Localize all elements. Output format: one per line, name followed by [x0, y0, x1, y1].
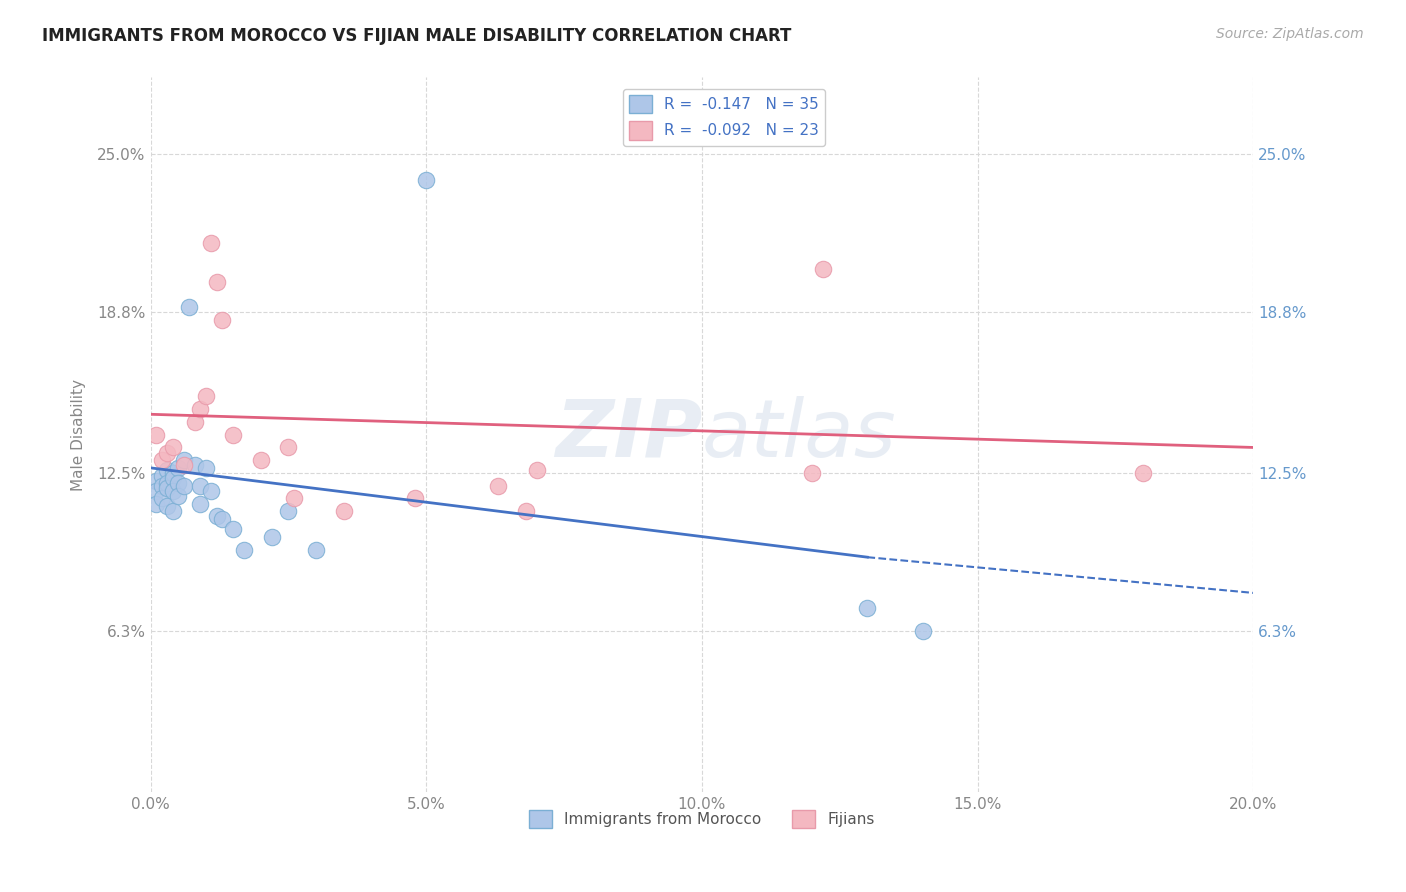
Point	[173, 453, 195, 467]
Point	[305, 542, 328, 557]
Point	[162, 466, 184, 480]
Point	[526, 463, 548, 477]
Point	[150, 491, 173, 506]
Point	[222, 522, 245, 536]
Point	[156, 476, 179, 491]
Point	[911, 624, 934, 639]
Point	[194, 389, 217, 403]
Point	[188, 402, 211, 417]
Point	[156, 445, 179, 459]
Point	[183, 458, 205, 473]
Point	[515, 504, 537, 518]
Point	[205, 509, 228, 524]
Legend: Immigrants from Morocco, Fijians: Immigrants from Morocco, Fijians	[523, 804, 880, 834]
Point	[200, 236, 222, 251]
Point	[283, 491, 305, 506]
Text: Source: ZipAtlas.com: Source: ZipAtlas.com	[1216, 27, 1364, 41]
Point	[167, 461, 190, 475]
Y-axis label: Male Disability: Male Disability	[72, 379, 86, 491]
Point	[188, 479, 211, 493]
Point	[415, 172, 437, 186]
Point	[260, 530, 283, 544]
Point	[162, 441, 184, 455]
Point	[801, 466, 824, 480]
Point	[167, 476, 190, 491]
Point	[183, 415, 205, 429]
Point	[486, 479, 509, 493]
Point	[1132, 466, 1154, 480]
Point	[145, 427, 167, 442]
Point	[277, 504, 299, 518]
Point	[856, 601, 879, 615]
Text: IMMIGRANTS FROM MOROCCO VS FIJIAN MALE DISABILITY CORRELATION CHART: IMMIGRANTS FROM MOROCCO VS FIJIAN MALE D…	[42, 27, 792, 45]
Text: atlas: atlas	[702, 396, 897, 474]
Point	[813, 261, 835, 276]
Point	[173, 479, 195, 493]
Point	[162, 483, 184, 498]
Point	[145, 474, 167, 488]
Point	[156, 463, 179, 477]
Point	[150, 468, 173, 483]
Point	[162, 471, 184, 485]
Point	[150, 453, 173, 467]
Point	[156, 481, 179, 495]
Point	[173, 458, 195, 473]
Point	[211, 313, 233, 327]
Point	[222, 427, 245, 442]
Point	[404, 491, 426, 506]
Point	[194, 461, 217, 475]
Point	[250, 453, 273, 467]
Text: ZIP: ZIP	[554, 396, 702, 474]
Point	[150, 479, 173, 493]
Point	[277, 441, 299, 455]
Point	[145, 483, 167, 498]
Point	[156, 499, 179, 513]
Point	[233, 542, 256, 557]
Point	[332, 504, 354, 518]
Point	[167, 489, 190, 503]
Point	[179, 300, 201, 314]
Point	[145, 497, 167, 511]
Point	[211, 512, 233, 526]
Point	[205, 275, 228, 289]
Point	[200, 483, 222, 498]
Point	[162, 504, 184, 518]
Point	[188, 497, 211, 511]
